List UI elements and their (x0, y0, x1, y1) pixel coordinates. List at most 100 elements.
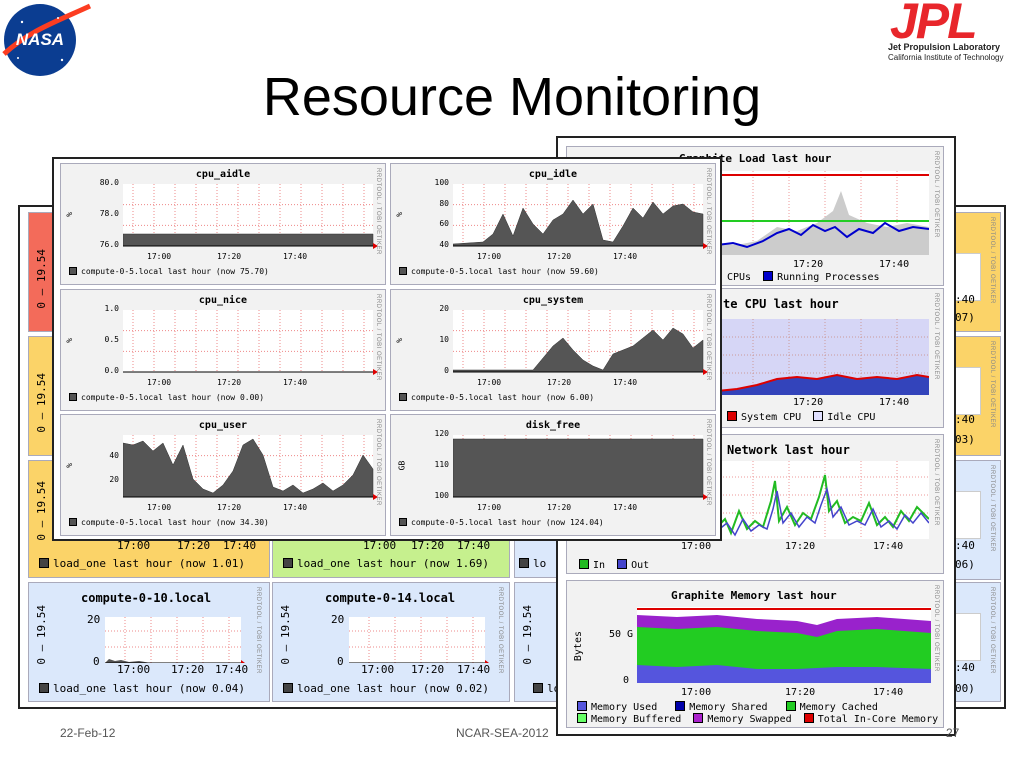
unit-label: % (394, 212, 404, 217)
metric-title: cpu_aidle (195, 169, 251, 180)
node-legend: load_one last hour (now 1.01) (39, 557, 245, 570)
legend-text: compute-0-5.local last hour (now 0.00) (81, 393, 265, 402)
footer-event: NCAR-SEA-2012 (456, 726, 549, 740)
time-label: 17:40 (283, 503, 308, 512)
legend-fragment: 06) (955, 558, 975, 571)
node-name: compute-0-10.local (81, 591, 212, 605)
time-label: 17:20 (785, 541, 816, 552)
time-fragment: :40 (955, 293, 975, 306)
metric-panel-cpu-idle[interactable]: cpu_idle% 100 80 60 40 17:00 17:20 17:40 compute… (390, 163, 716, 285)
graphite-network-chart (717, 461, 929, 539)
rrdtool-watermark: RRDTOOL / TOBI OETIKER (497, 587, 503, 674)
time-label: 17:40 (613, 503, 638, 512)
range-label: 0 – 19.54 (279, 605, 292, 665)
y-tick: 20 (331, 613, 345, 626)
chart-legend: In Out (579, 559, 649, 571)
time-label: 17:40 (457, 539, 491, 552)
time-label: 17:20 (785, 687, 816, 698)
metric-chart (123, 184, 378, 249)
unit-label: % (394, 338, 404, 343)
legend-text: compute-0-5.local last hour (now 124.04) (411, 518, 604, 527)
time-label: 17:20 (547, 378, 572, 387)
rrdtool-watermark: RRDTOOL / TOBI OETIKER (989, 587, 995, 674)
time-label: 17:40 (613, 378, 638, 387)
metric-legend: compute-0-5.local last hour (now 34.30) (69, 518, 269, 527)
node-tile-blue-partial: lo (514, 536, 558, 578)
time-label: 17:40 (873, 541, 904, 552)
time-fragment: :40 (955, 539, 975, 552)
time-label: 17:40 (879, 259, 910, 270)
chart-legend: CPUs Running Processes (727, 271, 880, 283)
node-legend: load_one last hour (now 0.02) (283, 682, 489, 695)
metric-panel-cpu-user[interactable]: cpu_user% 40 20 17:00 17:20 17:40 compute-0-5.… (60, 414, 386, 536)
jpl-logo: JPL Jet Propulsion Laboratory California… (884, 0, 1024, 70)
rrdtool-watermark: RRDTOOL / TOBI OETIKER (933, 585, 939, 672)
time-label: 17:40 (613, 252, 638, 261)
legend-text: compute-0-5.local last hour (now 75.70) (81, 267, 269, 276)
y-tick: 0.5 (104, 335, 119, 344)
y-tick: 80 (439, 198, 449, 208)
y-tick: 110 (434, 460, 449, 469)
node-tile-green: 17:00 17:20 17:40 load_one last hour (no… (272, 536, 510, 578)
time-label: 17:00 (681, 541, 712, 552)
jpl-line2: California Institute of Technology (888, 53, 1004, 62)
time-label: 17:40 (223, 539, 257, 552)
time-label: 17:00 (477, 252, 502, 261)
y-tick: 0 (337, 655, 344, 668)
metric-panel-disk-free[interactable]: disk_free GB 120 110 100 17:00 17:20 17:40 compu… (390, 414, 716, 536)
rrdtool-watermark: RRDTOOL / TOBI OETIKER (989, 465, 995, 552)
time-label: 17:20 (793, 259, 824, 270)
y-axis-label: Bytes (573, 631, 584, 662)
time-label: 17:00 (681, 687, 712, 698)
time-label: 17:40 (283, 378, 308, 387)
y-tick: 120 (434, 429, 449, 438)
time-fragment: :40 (955, 413, 975, 426)
rrdtool-watermark: RRDTOOL / TOBI OETIKER (705, 419, 711, 506)
time-label: 17:40 (283, 252, 308, 261)
unit-label: % (64, 338, 74, 343)
rrdtool-watermark: RRDTOOL / TOBI OETIKER (933, 439, 939, 526)
rrdtool-watermark: RRDTOOL / TOBI OETIKER (933, 293, 939, 380)
time-fragment: :40 (955, 661, 975, 674)
node-tile-compute-0-10[interactable]: compute-0-10.local 0 – 19.54 20 0 17:00 … (28, 582, 270, 702)
unit-label: % (64, 212, 74, 217)
time-label: 17:00 (117, 663, 151, 676)
y-tick: 0 (93, 655, 100, 668)
time-label: 17:00 (147, 252, 172, 261)
time-label: 17:20 (411, 663, 445, 676)
time-label: 17:20 (793, 397, 824, 408)
metric-panel-cpu-aidle[interactable]: cpu_aidle% 80.0 78.0 76.0 17:00 17:20 17:40 com… (60, 163, 386, 285)
chart-legend: System CPU Idle CPU (727, 411, 875, 423)
node-legend: load_one last hour (now 0.04) (39, 682, 245, 695)
time-label: 17:20 (411, 539, 445, 552)
y-tick: 78.0 (99, 209, 119, 218)
time-label: 17:20 (217, 252, 242, 261)
nasa-logo-text: NASA (15, 30, 65, 49)
time-label: 17:20 (217, 503, 242, 512)
legend-swatch (399, 518, 407, 526)
y-tick: 0 (623, 675, 630, 686)
rrdtool-watermark: RRDTOOL / TOBI OETIKER (705, 294, 711, 381)
legend-text: compute-0-5.local last hour (now 34.30) (81, 518, 269, 527)
node-tile-compute-0-14[interactable]: compute-0-14.local 0 – 19.54 20 0 17:00 … (272, 582, 510, 702)
y-tick: 10 (439, 335, 449, 344)
metric-panel-cpu-system[interactable]: cpu_system% 20 10 0 17:00 17:20 17:40 compute-0… (390, 289, 716, 411)
y-tick: 1.0 (104, 304, 119, 313)
y-tick: 80.0 (99, 178, 119, 187)
rrdtool-watermark: RRDTOOL / TOBI OETIKER (375, 419, 381, 506)
slide-title: Resource Monitoring (262, 67, 762, 127)
metric-panel-cpu-nice[interactable]: cpu_nice% 1.0 0.5 0.0 17:00 17:20 17:40 compute… (60, 289, 386, 411)
chart-title: te CPU last hour (723, 297, 839, 311)
chart-title: Graphite Memory last hour (671, 589, 837, 602)
jpl-line1: Jet Propulsion Laboratory (888, 42, 1001, 52)
y-tick: 0.0 (104, 366, 119, 375)
time-label: 17:40 (873, 687, 904, 698)
y-tick: 40 (109, 451, 119, 460)
memory-legend-row2: Memory Buffered Memory Swapped Total In-… (577, 713, 938, 725)
graphite-cpu-chart (717, 319, 929, 395)
legend-swatch (69, 393, 77, 401)
legend-swatch (399, 267, 407, 275)
graphite-load-chart (717, 171, 929, 255)
metric-chart (123, 310, 378, 375)
node-tile-blue-partial-2: 0 – 19.54 lo (514, 582, 560, 702)
